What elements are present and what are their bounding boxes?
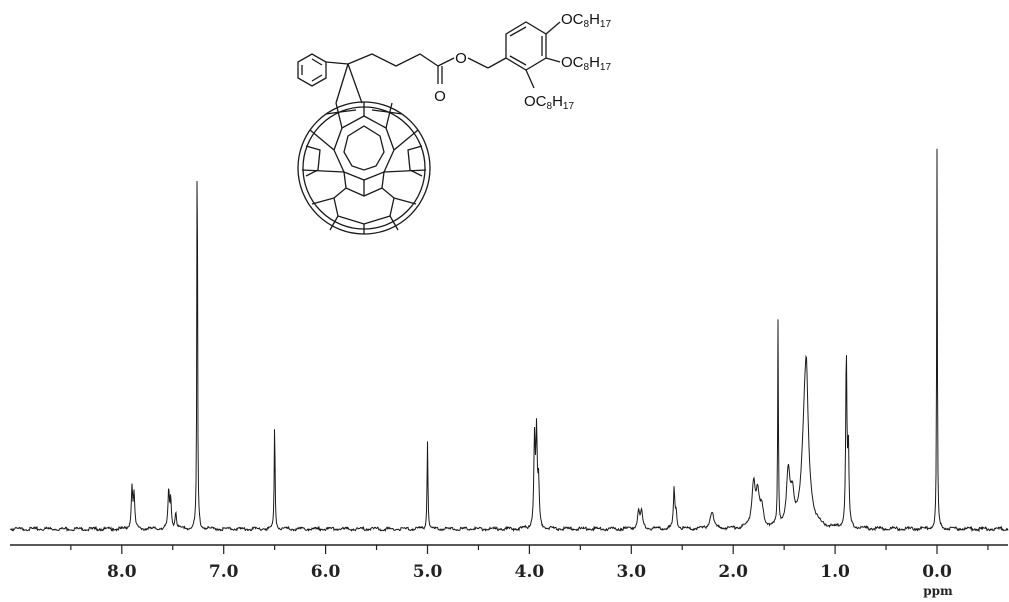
x-axis-ticks — [70, 545, 989, 554]
substituent-label-top: OC8H17 — [561, 11, 611, 30]
cyclopropane-bridge — [335, 63, 363, 104]
substituent-label-bottom: OC8H17 — [524, 93, 574, 112]
x-tick-label: 0.0 — [922, 562, 952, 582]
x-axis-tick-labels: 8.0 7.0 6.0 5.0 4.0 3.0 2.0 1.0 0.0 — [107, 562, 952, 582]
x-tick-label: 4.0 — [515, 562, 545, 582]
atom-label-ester-oxygen: O — [455, 50, 467, 67]
x-tick-label: 8.0 — [107, 562, 137, 582]
bond-phenyl-bridge — [325, 61, 349, 65]
ester-bond-1 — [437, 57, 455, 67]
phenyl-ring — [297, 53, 327, 87]
ester-bond-2 — [467, 57, 489, 69]
x-tick-label: 7.0 — [209, 562, 239, 582]
x-tick-label: 3.0 — [617, 562, 647, 582]
substituent-label-middle: OC8H17 — [561, 54, 611, 73]
atom-label-carbonyl-oxygen: O — [434, 88, 446, 105]
trialkoxyphenyl-ring — [505, 21, 547, 71]
x-axis: 8.0 7.0 6.0 5.0 4.0 3.0 2.0 1.0 0.0 ppm — [10, 544, 1008, 598]
molecular-structure — [297, 21, 561, 235]
fullerene-cage — [297, 101, 431, 235]
x-axis-unit-label: ppm — [923, 584, 953, 598]
ester-bond-3 — [487, 57, 507, 69]
x-tick-label: 2.0 — [718, 562, 748, 582]
x-tick-label: 6.0 — [311, 562, 341, 582]
x-tick-label: 5.0 — [413, 562, 443, 582]
spectrum-trace — [9, 148, 1009, 533]
structure-labels: O O OC8H17 OC8H17 OC8H17 — [434, 11, 611, 112]
spectrum-plot — [9, 148, 1009, 533]
x-tick-label: 1.0 — [820, 562, 850, 582]
butyl-chain — [347, 53, 439, 67]
